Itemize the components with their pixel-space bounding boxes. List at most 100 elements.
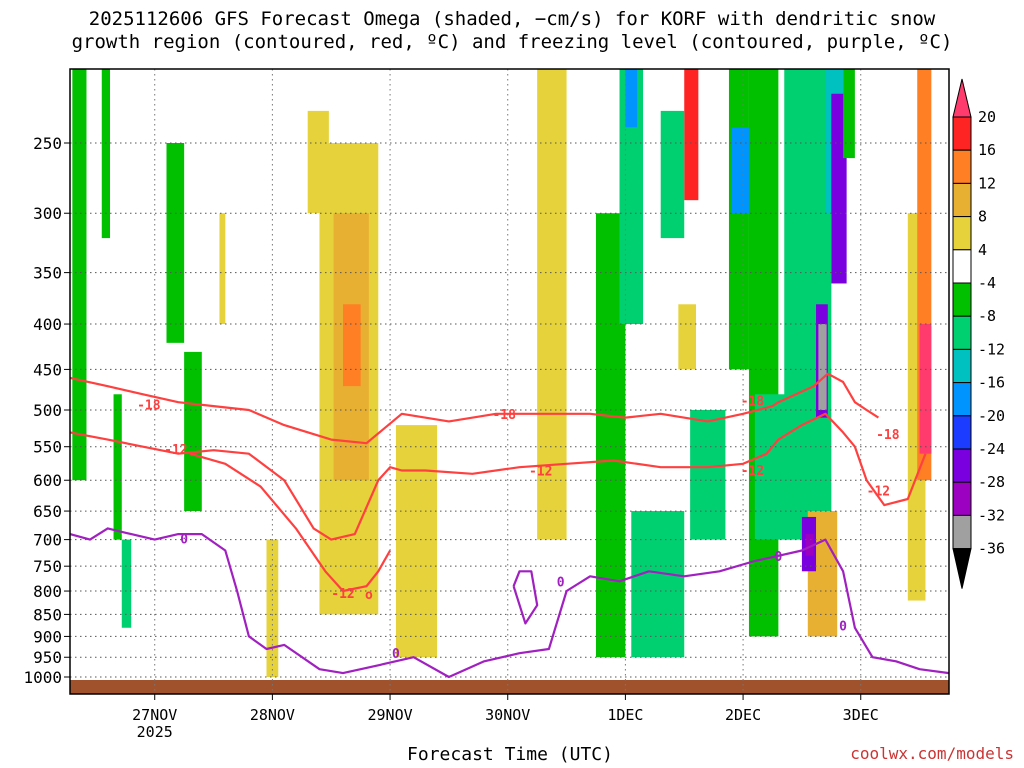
terrain-band — [70, 680, 949, 694]
colorbar-label-3: 8 — [978, 208, 987, 226]
colorbar-box-0 — [952, 116, 972, 151]
colorbar-box-7 — [952, 348, 972, 384]
omega-cell-17 — [631, 511, 685, 658]
xtick-sublabel-27NOV: 2025 — [137, 723, 173, 741]
colorbar-box-5 — [952, 282, 972, 317]
colorbar-label-8: -16 — [978, 374, 1005, 392]
ytick-label-450: 450 — [33, 360, 62, 379]
contour-label-10: 0 — [180, 533, 188, 548]
x-axis-label: Forecast Time (UTC) — [407, 744, 613, 765]
ytick-label-250: 250 — [33, 134, 62, 153]
omega-cell-20 — [678, 304, 697, 370]
colorbar-box-4 — [952, 249, 972, 284]
contour-label-14: 0 — [839, 620, 847, 635]
colorbar-label-5: -4 — [978, 274, 996, 292]
colorbar-label-11: -28 — [978, 473, 1005, 491]
omega-cell-21 — [690, 410, 726, 540]
omega-cell-16 — [625, 69, 638, 128]
colorbar-label-7: -12 — [978, 340, 1005, 358]
ytick-label-800: 800 — [33, 582, 62, 601]
contour-line-4 — [512, 570, 539, 625]
omega-cell-0 — [72, 69, 87, 481]
omega-cell-31 — [805, 534, 814, 556]
contour-labels: -18 -12 -18 -12 -18 -12 -18 -12 -12 o 0 0 0 0 0 — [137, 395, 900, 663]
omega-cell-3 — [121, 539, 132, 628]
colorbar-label-6: -8 — [978, 307, 996, 325]
omega-cell-6 — [219, 213, 226, 325]
colorbar-box-1 — [952, 149, 972, 184]
xtick-label-27NOV: 27NOV — [132, 706, 177, 724]
xtick-label-3DEC: 3DEC — [843, 706, 879, 724]
contour-label-3: -12 — [529, 464, 552, 479]
contour-label-4: -18 — [741, 395, 765, 410]
colorbar: 20 16 12 8 4 -4 -8 -12 -16 -20 -24 -28 -32 -36 — [952, 78, 1005, 589]
plot-frame — [69, 68, 950, 695]
contour-label-7: -12 — [867, 484, 890, 499]
contour-label-1: -12 — [164, 443, 187, 458]
ytick-label-900: 900 — [33, 627, 62, 646]
omega-shading — [72, 69, 932, 677]
colorbar-box-2 — [952, 182, 972, 218]
ytick-label-750: 750 — [33, 557, 62, 576]
ytick-label-300: 300 — [33, 204, 62, 223]
colorbar-label-12: -32 — [978, 506, 1005, 524]
omega-cell-13 — [537, 69, 567, 540]
contour-label-11: 0 — [392, 647, 400, 662]
colorbar-top-arrow — [952, 78, 972, 118]
contour-line-0 — [69, 372, 879, 445]
colorbar-box-3 — [952, 216, 972, 251]
contour-line-2 — [189, 452, 392, 593]
ytick-label-850: 850 — [33, 605, 62, 624]
omega-cell-37 — [919, 324, 932, 454]
contour-label-6: -18 — [876, 428, 900, 443]
omega-cell-7 — [266, 539, 279, 677]
colorbar-box-11 — [952, 481, 972, 516]
credit-text: coolwx.com/models — [850, 744, 1014, 763]
omega-cell-12 — [395, 425, 438, 658]
colorbar-box-12 — [952, 514, 972, 550]
colorbar-label-1: 16 — [978, 141, 996, 159]
omega-cell-2 — [113, 394, 122, 540]
omega-cell-34 — [843, 69, 855, 159]
title-line-1: 2025112606 GFS Forecast Omega (shaded, −… — [88, 8, 936, 30]
chart-title: 2025112606 GFS Forecast Omega (shaded, −… — [0, 8, 1024, 54]
contour-line-1 — [69, 412, 927, 541]
y-axis-ticks: 250 300 350 400 450 500 550 600 650 700 750 800 850 9… — [23, 134, 70, 687]
omega-cell-4 — [166, 143, 185, 343]
omega-cell-24 — [748, 69, 779, 637]
contour-label-12: 0 — [557, 575, 565, 590]
colorbar-bottom-arrow — [952, 548, 972, 589]
contour-label-5: -12 — [741, 464, 764, 479]
ytick-label-950: 950 — [33, 648, 62, 667]
ytick-label-400: 400 — [33, 315, 62, 334]
contour-label-2: -18 — [492, 408, 516, 423]
omega-cell-19 — [660, 110, 685, 239]
contour-line-3 — [69, 527, 950, 679]
colorbar-label-0: 20 — [978, 108, 996, 126]
ytick-label-700: 700 — [33, 531, 62, 550]
colorbar-box-6 — [952, 315, 972, 350]
omega-cell-1 — [101, 69, 111, 239]
ytick-label-1000: 1000 — [23, 668, 62, 687]
colorbar-box-9 — [952, 415, 972, 450]
colorbar-label-13: -36 — [978, 540, 1005, 558]
colorbar-label-9: -20 — [978, 407, 1005, 425]
xtick-label-30NOV: 30NOV — [485, 706, 530, 724]
omega-cell-23 — [731, 127, 749, 214]
colorbar-label-4: 4 — [978, 241, 987, 259]
title-line-2: growth region (contoured, red, ºC) and f… — [71, 31, 953, 53]
ytick-label-500: 500 — [33, 401, 62, 420]
xtick-label-29NOV: 29NOV — [367, 706, 412, 724]
omega-cell-29 — [831, 93, 847, 284]
contour-label-8: -12 — [331, 587, 354, 602]
contour-lines — [69, 372, 950, 679]
xtick-label-1DEC: 1DEC — [607, 706, 643, 724]
omega-cell-5 — [184, 351, 202, 512]
grid-lines — [70, 69, 949, 694]
contour-label-0: -18 — [137, 399, 161, 414]
xtick-label-2DEC: 2DEC — [725, 706, 761, 724]
colorbar-label-10: -24 — [978, 440, 1005, 458]
ytick-label-350: 350 — [33, 264, 62, 283]
